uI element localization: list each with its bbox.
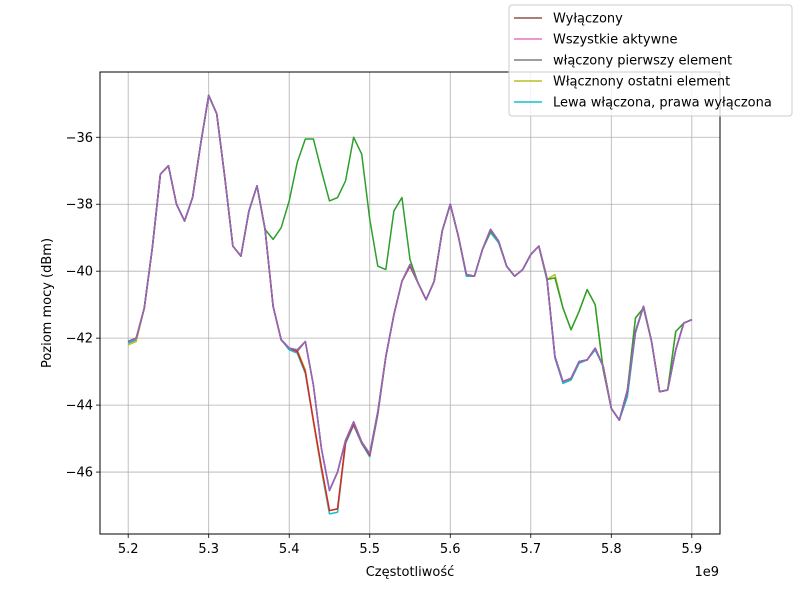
x-tick-label: 5.5 (359, 542, 380, 557)
x-axis: 5.2 5.3 5.4 5.5 5.6 5.7 5.8 5.9 (118, 534, 702, 557)
plot-area (100, 72, 720, 534)
y-tick-label: −44 (66, 399, 93, 414)
x-tick-label: 5.3 (198, 542, 219, 557)
x-axis-label: Częstotliwość (366, 565, 455, 580)
y-axis-label: Poziom mocy (dBm) (40, 238, 55, 368)
y-axis: −46 −44 −42 −40 −38 −36 (66, 131, 100, 481)
y-tick-label: −36 (66, 131, 93, 146)
legend-label: Wszystkie aktywne (553, 33, 677, 48)
x-tick-label: 5.2 (118, 542, 139, 557)
y-tick-label: −40 (66, 265, 93, 280)
legend: Wyłączony Wszystkie aktywne włączony pierw… (508, 4, 793, 117)
legend-label: Lewa włączona, prawa wyłączona (553, 96, 772, 111)
legend-box (508, 4, 793, 117)
grid (100, 72, 720, 534)
x-tick-label: 5.6 (440, 542, 461, 557)
x-tick-label: 5.4 (279, 542, 300, 557)
x-tick-label: 5.7 (520, 542, 541, 557)
x-axis-offset-label: 1e9 (694, 565, 719, 580)
legend-label: włączony pierwszy element (553, 54, 732, 69)
x-tick-label: 5.8 (601, 542, 622, 557)
series-layer (127, 94, 693, 515)
series-line-7 (127, 94, 693, 492)
legend-label: Włącznony ostatni element (553, 75, 730, 90)
legend-label: Wyłączony (553, 12, 623, 27)
plot-frame (99, 71, 721, 535)
x-tick-label: 5.9 (681, 542, 702, 557)
y-tick-label: −42 (66, 332, 93, 347)
y-tick-label: −46 (66, 466, 93, 481)
y-tick-label: −38 (66, 198, 93, 213)
